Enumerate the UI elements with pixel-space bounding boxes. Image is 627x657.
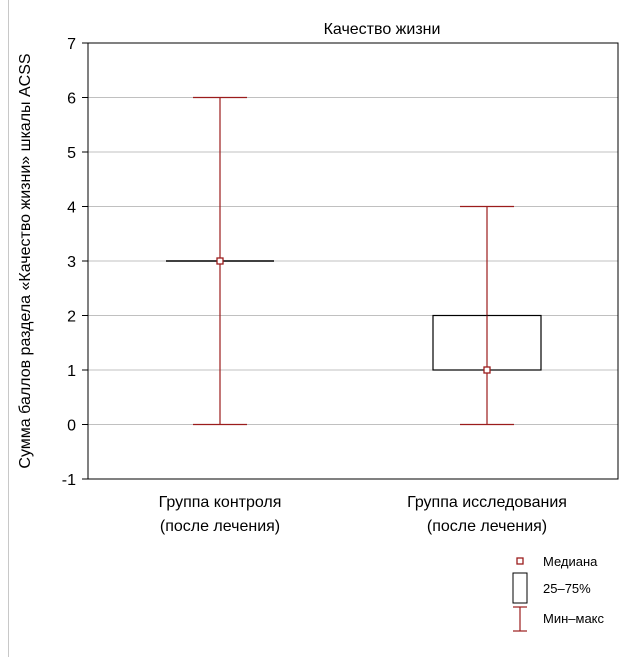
y-tick-label: 0	[67, 418, 76, 435]
legend-item-median: Медиана	[516, 554, 598, 569]
x-category-label: (после лечения)	[160, 518, 280, 535]
y-tick-label: 7	[67, 36, 76, 53]
median-marker	[483, 366, 491, 374]
y-axis-ticks: -1 0 1 2 3 4 5 6 7	[62, 36, 88, 489]
y-tick-label: 3	[67, 254, 76, 271]
x-category-label: (после лечения)	[427, 518, 547, 535]
y-tick-label: 6	[67, 91, 76, 108]
x-category-label: Группа контроля	[159, 494, 282, 511]
box-group-1	[166, 96, 274, 426]
chart-title: Качество жизни	[324, 21, 441, 38]
box-group-2	[432, 205, 542, 426]
y-axis-label: Сумма баллов раздела «Качество жизни» шк…	[17, 53, 34, 468]
legend: Медиана 25–75% Мин–макс	[512, 554, 605, 632]
y-tick-label: 4	[67, 200, 76, 217]
legend-item-box: 25–75%	[512, 572, 591, 604]
median-marker	[216, 257, 224, 265]
legend-label: Медиана	[543, 554, 598, 569]
legend-item-whisker: Мин–макс	[513, 606, 605, 632]
y-tick-label: 5	[67, 145, 76, 162]
y-tick-label: 1	[67, 363, 76, 380]
y-tick-label: -1	[62, 472, 76, 489]
legend-box-symbol	[512, 572, 528, 604]
legend-median-symbol	[516, 557, 524, 565]
x-category-label: Группа исследования	[407, 494, 567, 511]
page-frame-line	[8, 0, 9, 657]
box-plot-series	[166, 96, 542, 426]
legend-label: Мин–макс	[543, 611, 605, 626]
y-tick-label: 2	[67, 309, 76, 326]
x-axis-category-labels: Группа контроля (после лечения) Группа исс…	[159, 494, 567, 535]
legend-label: 25–75%	[543, 581, 591, 596]
